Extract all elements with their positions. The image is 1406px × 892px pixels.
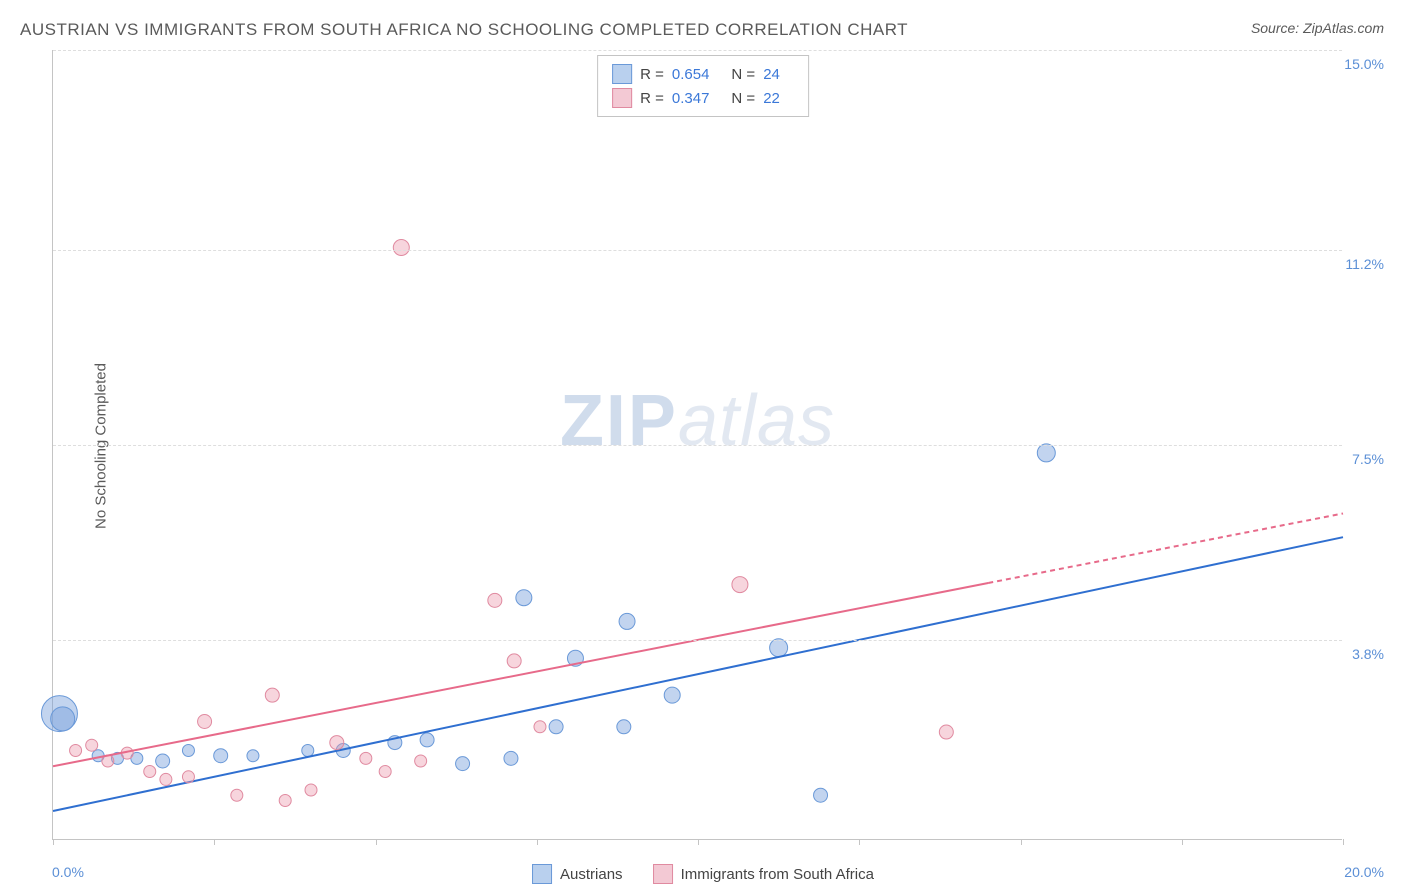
data-point bbox=[305, 784, 317, 796]
r-label: R = bbox=[640, 66, 664, 83]
plot-area: ZIPatlas bbox=[52, 50, 1342, 840]
source-attribution: Source: ZipAtlas.com bbox=[1251, 20, 1384, 36]
y-tick-label: 7.5% bbox=[1352, 451, 1384, 467]
n-value-1: 24 bbox=[763, 66, 780, 83]
x-tick bbox=[1343, 839, 1344, 845]
y-tick-label: 3.8% bbox=[1352, 646, 1384, 662]
data-point bbox=[247, 750, 259, 762]
data-point bbox=[732, 577, 748, 593]
r-value-1: 0.654 bbox=[672, 66, 710, 83]
x-tick bbox=[376, 839, 377, 845]
stats-legend: R = 0.654 N = 24 R = 0.347 N = 22 bbox=[597, 55, 809, 117]
data-point bbox=[549, 720, 563, 734]
data-point bbox=[231, 789, 243, 801]
gridline bbox=[53, 640, 1342, 641]
gridline bbox=[53, 250, 1342, 251]
data-point bbox=[70, 744, 82, 756]
data-point bbox=[86, 739, 98, 751]
data-point bbox=[534, 721, 546, 733]
y-tick-label: 15.0% bbox=[1344, 56, 1384, 72]
n-value-2: 22 bbox=[763, 90, 780, 107]
data-point bbox=[360, 752, 372, 764]
data-point bbox=[330, 736, 344, 750]
data-point bbox=[302, 744, 314, 756]
series-legend: Austrians Immigrants from South Africa bbox=[522, 864, 884, 884]
swatch-series-2 bbox=[612, 88, 632, 108]
data-point bbox=[182, 744, 194, 756]
data-point bbox=[198, 715, 212, 729]
stats-row-1: R = 0.654 N = 24 bbox=[612, 62, 794, 86]
data-point bbox=[504, 751, 518, 765]
data-point bbox=[1037, 444, 1055, 462]
stats-row-2: R = 0.347 N = 22 bbox=[612, 86, 794, 110]
data-point bbox=[415, 755, 427, 767]
legend-label-1: Austrians bbox=[560, 866, 623, 883]
data-point bbox=[420, 733, 434, 747]
data-point bbox=[156, 754, 170, 768]
data-point bbox=[393, 240, 409, 256]
data-point bbox=[456, 757, 470, 771]
x-tick bbox=[859, 839, 860, 845]
gridline bbox=[53, 445, 1342, 446]
swatch-series-1 bbox=[612, 64, 632, 84]
data-point bbox=[279, 795, 291, 807]
x-axis-min-label: 0.0% bbox=[52, 864, 84, 880]
data-point bbox=[664, 687, 680, 703]
data-point bbox=[507, 654, 521, 668]
data-point bbox=[182, 771, 194, 783]
legend-item-2: Immigrants from South Africa bbox=[653, 864, 874, 884]
legend-item-1: Austrians bbox=[532, 864, 623, 884]
swatch-legend-1 bbox=[532, 864, 552, 884]
x-axis-max-label: 20.0% bbox=[1344, 864, 1384, 880]
data-point bbox=[516, 590, 532, 606]
data-point bbox=[488, 593, 502, 607]
data-point bbox=[770, 639, 788, 657]
x-tick bbox=[537, 839, 538, 845]
n-label: N = bbox=[731, 90, 755, 107]
data-point bbox=[619, 613, 635, 629]
trend-line bbox=[53, 537, 1343, 811]
data-point bbox=[51, 707, 75, 731]
data-point bbox=[144, 766, 156, 778]
x-tick bbox=[214, 839, 215, 845]
data-point bbox=[379, 766, 391, 778]
x-tick bbox=[1182, 839, 1183, 845]
data-point bbox=[214, 749, 228, 763]
data-point bbox=[939, 725, 953, 739]
correlation-chart: AUSTRIAN VS IMMIGRANTS FROM SOUTH AFRICA… bbox=[0, 0, 1406, 892]
data-point bbox=[160, 773, 172, 785]
x-tick bbox=[698, 839, 699, 845]
chart-title: AUSTRIAN VS IMMIGRANTS FROM SOUTH AFRICA… bbox=[20, 20, 908, 40]
swatch-legend-2 bbox=[653, 864, 673, 884]
trend-line bbox=[53, 583, 988, 766]
gridline bbox=[53, 50, 1342, 51]
data-point bbox=[265, 688, 279, 702]
r-value-2: 0.347 bbox=[672, 90, 710, 107]
legend-label-2: Immigrants from South Africa bbox=[681, 866, 874, 883]
data-point bbox=[814, 788, 828, 802]
x-tick bbox=[1021, 839, 1022, 845]
y-tick-label: 11.2% bbox=[1345, 256, 1384, 272]
x-tick bbox=[53, 839, 54, 845]
data-point bbox=[617, 720, 631, 734]
r-label: R = bbox=[640, 90, 664, 107]
n-label: N = bbox=[731, 66, 755, 83]
